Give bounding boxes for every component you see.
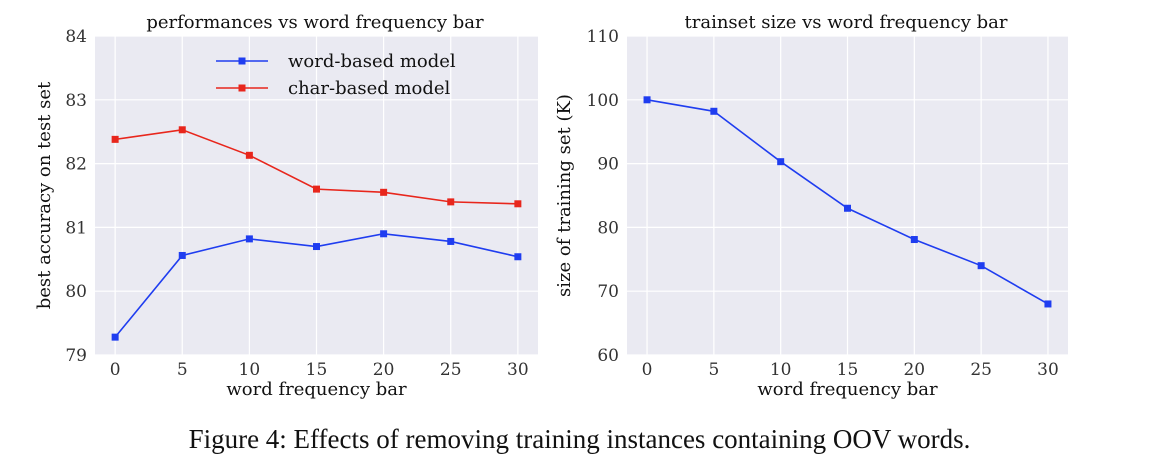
x-tick-label: 25 <box>970 360 992 380</box>
data-point <box>447 198 455 206</box>
y-tick-label: 80 <box>597 218 619 238</box>
x-tick-label: 0 <box>642 360 653 380</box>
y-tick-label: 70 <box>597 282 619 302</box>
x-tick-label: 10 <box>239 360 261 380</box>
x-tick-label: 25 <box>440 360 462 380</box>
data-point <box>245 235 253 243</box>
y-tick-label: 90 <box>597 155 619 175</box>
data-point <box>447 237 455 245</box>
x-tick-label: 20 <box>373 360 395 380</box>
y-axis-label: best accuracy on test set <box>34 81 55 309</box>
legend-marker <box>238 84 246 92</box>
y-tick-label: 84 <box>65 27 87 47</box>
data-point <box>977 262 985 270</box>
y-tick-label: 81 <box>65 218 87 238</box>
data-point <box>514 200 522 208</box>
y-tick-label: 79 <box>65 346 87 366</box>
data-point <box>710 107 718 115</box>
data-point <box>844 204 851 212</box>
x-tick-label: 5 <box>177 360 188 380</box>
data-point <box>245 151 253 159</box>
data-point <box>380 230 388 238</box>
data-point <box>111 333 119 341</box>
data-point <box>910 236 918 244</box>
data-point <box>313 185 320 193</box>
x-tick-label: 15 <box>837 360 859 380</box>
y-tick-label: 80 <box>65 282 87 302</box>
y-axis-label: size of training set (K) <box>554 94 575 297</box>
x-tick-label: 5 <box>708 360 719 380</box>
y-tick-label: 60 <box>597 346 619 366</box>
figure-caption: Figure 4: Effects of removing training i… <box>188 424 971 454</box>
chart-title: performances vs word frequency bar <box>146 12 484 33</box>
data-point <box>111 135 119 143</box>
legend-label: word-based model <box>288 51 456 72</box>
data-point <box>380 188 388 196</box>
chart-trainset-size: 60 70 80 90 100 110 0 5 10 15 20 25 30 word frequency… <box>554 12 1068 400</box>
x-tick-label: 10 <box>770 360 792 380</box>
data-point <box>313 243 320 251</box>
data-point <box>777 158 785 166</box>
legend-marker <box>238 57 246 65</box>
data-point <box>643 96 651 104</box>
data-point <box>178 251 186 259</box>
x-tick-label: 15 <box>306 360 328 380</box>
x-tick-label: 0 <box>110 360 121 380</box>
x-tick-label: 30 <box>507 360 529 380</box>
figure: 79 80 81 82 83 84 0 5 10 15 20 25 30 word frequency b… <box>34 12 1068 400</box>
y-tick-label: 100 <box>587 91 619 111</box>
y-tick-label: 83 <box>65 91 87 111</box>
data-point <box>514 253 522 261</box>
y-tick-label: 110 <box>587 27 619 47</box>
y-tick-label: 82 <box>65 155 87 175</box>
data-point <box>178 126 186 134</box>
x-tick-label: 20 <box>903 360 925 380</box>
x-axis-label: word frequency bar <box>757 379 938 400</box>
chart-title: trainset size vs word frequency bar <box>685 12 1008 33</box>
legend-label: char-based model <box>288 78 451 99</box>
chart-accuracy: 79 80 81 82 83 84 0 5 10 15 20 25 30 word frequency b… <box>34 12 538 400</box>
x-tick-label: 30 <box>1037 360 1059 380</box>
x-axis-label: word frequency bar <box>226 379 407 400</box>
data-point <box>1044 300 1052 308</box>
